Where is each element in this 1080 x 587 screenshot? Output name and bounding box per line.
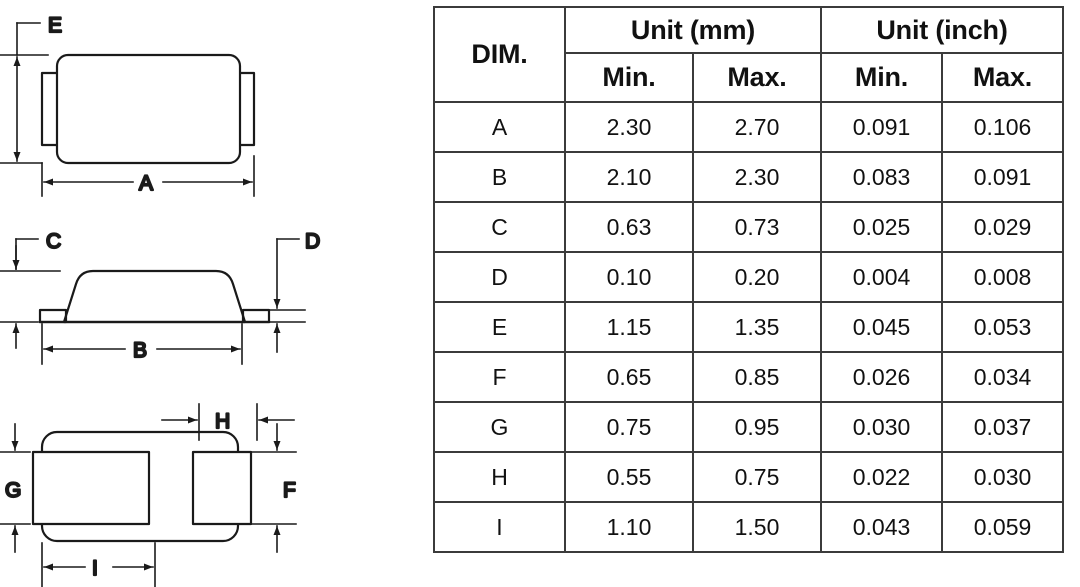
row-mm-max: 0.95 [692,401,822,453]
row-inch-min: 0.004 [820,251,943,303]
dim-label-F: F [283,479,296,502]
dim-label-C: C [46,230,61,253]
dimension-I [41,542,156,587]
dimension-H [161,403,295,441]
dim-label-E: E [48,14,62,37]
table-header-row-units: DIM. Unit (mm) Unit (inch) [433,6,1064,103]
row-mm-min: 0.65 [564,351,694,403]
row-dim-label: G [433,401,566,453]
dim-label-D: D [305,230,320,253]
row-inch-min: 0.026 [820,351,943,403]
dim-label-B: B [133,339,147,362]
row-inch-max: 0.008 [941,251,1064,303]
column-header-unit-inch: Unit (inch) [820,6,1064,54]
column-header-dim: DIM. [433,6,566,103]
row-dim-label: C [433,201,566,253]
row-mm-max: 0.85 [692,351,822,403]
row-inch-max: 0.091 [941,151,1064,203]
row-inch-max: 0.053 [941,301,1064,353]
top-view-body [55,53,242,165]
row-mm-min: 1.15 [564,301,694,353]
table-row: D 0.10 0.20 0.004 0.008 [433,251,1064,303]
side-view-left-lead [38,308,68,324]
row-mm-max: 2.30 [692,151,822,203]
row-inch-max: 0.059 [941,501,1064,553]
row-dim-label: H [433,451,566,503]
row-inch-min: 0.025 [820,201,943,253]
row-dim-label: A [433,101,566,153]
row-dim-label: E [433,301,566,353]
side-view-geometry [38,269,271,324]
row-mm-max: 1.35 [692,301,822,353]
table-row: F 0.65 0.85 0.026 0.034 [433,351,1064,403]
row-mm-max: 0.20 [692,251,822,303]
column-header-mm-min: Min. [564,52,694,103]
side-view-right-lead [241,308,271,324]
row-inch-min: 0.022 [820,451,943,503]
dimension-F [250,423,297,553]
table-body: A 2.30 2.70 0.091 0.106 B 2.10 2.30 0.083 0.091 C 0… [433,101,1064,553]
row-mm-max: 0.75 [692,451,822,503]
table-row: G 0.75 0.95 0.030 0.037 [433,401,1064,453]
dim-label-H: H [215,410,230,433]
column-header-mm-max: Max. [692,52,822,103]
row-inch-min: 0.043 [820,501,943,553]
dim-label-A: A [139,172,153,195]
row-dim-label: I [433,501,566,553]
dimension-G [0,423,31,553]
dimension-B [41,323,243,365]
bottom-view-geometry [31,430,253,543]
row-mm-max: 1.50 [692,501,822,553]
row-dim-label: B [433,151,566,203]
table-header: DIM. Unit (mm) Unit (inch) Min. Max. Min… [433,6,1064,103]
top-view-geometry [40,53,256,165]
table-row: E 1.15 1.35 0.045 0.053 [433,301,1064,353]
row-mm-max: 0.73 [692,201,822,253]
dimension-E [0,22,49,164]
bottom-view-right-pad [191,450,253,526]
row-dim-label: D [433,251,566,303]
row-inch-min: 0.045 [820,301,943,353]
row-inch-min: 0.091 [820,101,943,153]
row-inch-max: 0.034 [941,351,1064,403]
table-row: B 2.10 2.30 0.083 0.091 [433,151,1064,203]
row-mm-min: 0.63 [564,201,694,253]
side-view-body [62,269,247,324]
dim-label-G: G [5,479,21,502]
row-inch-min: 0.030 [820,401,943,453]
table-row: I 1.10 1.50 0.043 0.059 [433,501,1064,553]
row-mm-max: 2.70 [692,101,822,153]
row-mm-min: 0.55 [564,451,694,503]
dimension-D [252,238,306,353]
table-header-row-minmax: Min. Max. Min. Max. [434,52,1064,103]
row-mm-min: 0.75 [564,401,694,453]
table-row: A 2.30 2.70 0.091 0.106 [433,101,1064,153]
drawing-panel: E A [0,0,420,587]
column-header-inch-min: Min. [820,52,943,103]
row-inch-max: 0.106 [941,101,1064,153]
outline-drawings-svg: E A [0,13,321,587]
row-mm-min: 1.10 [564,501,694,553]
row-inch-max: 0.030 [941,451,1064,503]
dimension-table-panel: DIM. Unit (mm) Unit (inch) Min. Max. Min… [433,6,1064,553]
row-dim-label: F [433,351,566,403]
column-header-inch-max: Max. [941,52,1064,103]
dim-label-I: I [92,557,98,580]
column-header-unit-mm: Unit (mm) [564,6,822,54]
row-inch-max: 0.037 [941,401,1064,453]
table-row: H 0.55 0.75 0.022 0.030 [433,451,1064,503]
dimension-table: DIM. Unit (mm) Unit (inch) Min. Max. Min… [433,6,1064,553]
row-mm-min: 2.10 [564,151,694,203]
row-mm-min: 0.10 [564,251,694,303]
table-row: C 0.63 0.73 0.025 0.029 [433,201,1064,253]
bottom-view-left-pad [31,450,151,526]
dimension-A [41,155,255,197]
row-mm-min: 2.30 [564,101,694,153]
row-inch-max: 0.029 [941,201,1064,253]
dimension-C [0,238,61,349]
row-inch-min: 0.083 [820,151,943,203]
